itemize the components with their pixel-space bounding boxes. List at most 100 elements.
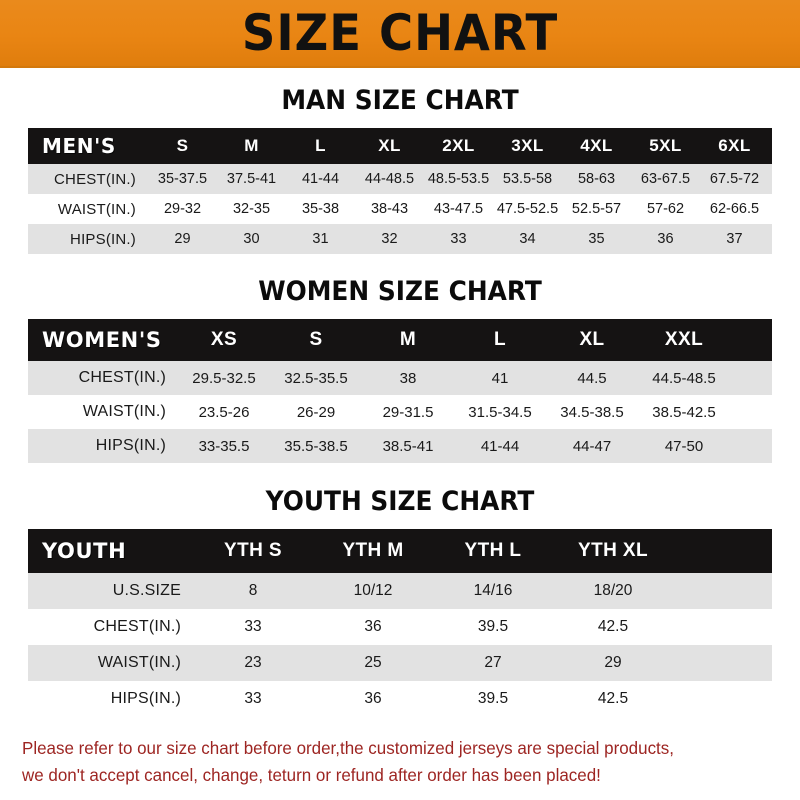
table-cell: 36: [313, 681, 433, 717]
man-size-header-5xl: 5XL: [631, 128, 700, 164]
youth-table-header-row: YOUTH YTH S YTH M YTH L YTH XL: [28, 529, 772, 573]
table-cell: 39.5: [433, 609, 553, 645]
man-size-header-s: S: [148, 128, 217, 164]
women-size-table-wrap: WOMEN'S XS S M L XL XXL CHEST(IN.) 29.5-32.5 32.5…: [28, 319, 772, 463]
youth-size-table-wrap: YOUTH YTH S YTH M YTH L YTH XL U.S.SIZE 8 10/12…: [28, 529, 772, 717]
table-cell: 18/20: [553, 573, 673, 609]
table-cell: 44.5-48.5: [638, 361, 730, 395]
table-cell: 47-50: [638, 429, 730, 463]
table-row: HIPS(IN.) 33-35.5 35.5-38.5 38.5-41 41-44 44-…: [28, 429, 772, 463]
women-size-header-xl: XL: [546, 319, 638, 361]
table-cell-filler: [730, 361, 772, 395]
table-cell: 57-62: [631, 194, 700, 224]
table-cell: 43-47.5: [424, 194, 493, 224]
table-cell: 42.5: [553, 681, 673, 717]
man-size-header-xl: XL: [355, 128, 424, 164]
table-cell-filler: [769, 224, 772, 254]
table-cell: 48.5-53.5: [424, 164, 493, 194]
size-chart-sheet: MAN SIZE CHART MEN'S S M L XL 2XL 3XL 4XL 5XL 6XL…: [0, 85, 800, 789]
table-cell: 23.5-26: [178, 395, 270, 429]
table-cell: 42.5: [553, 609, 673, 645]
table-cell: 14/16: [433, 573, 553, 609]
table-cell: 29: [148, 224, 217, 254]
table-cell: 36: [313, 609, 433, 645]
table-cell: 10/12: [313, 573, 433, 609]
table-cell: 37: [700, 224, 769, 254]
women-row-label: HIPS(IN.): [28, 429, 178, 463]
table-cell-filler: [673, 609, 772, 645]
youth-row-label: HIPS(IN.): [28, 681, 193, 717]
table-cell: 31.5-34.5: [454, 395, 546, 429]
man-size-header-4xl: 4XL: [562, 128, 631, 164]
youth-row-label: WAIST(IN.): [28, 645, 193, 681]
table-cell: 44-48.5: [355, 164, 424, 194]
table-cell: 23: [193, 645, 313, 681]
women-row-label: CHEST(IN.): [28, 361, 178, 395]
table-cell: 30: [217, 224, 286, 254]
table-cell-filler: [730, 429, 772, 463]
man-size-header-l: L: [286, 128, 355, 164]
man-row-label: WAIST(IN.): [28, 194, 148, 224]
table-cell: 38: [362, 361, 454, 395]
women-size-header-l: L: [454, 319, 546, 361]
man-size-header-6xl: 6XL: [700, 128, 769, 164]
table-row: CHEST(IN.) 35-37.5 37.5-41 41-44 44-48.5 48.5…: [28, 164, 772, 194]
table-cell-filler: [769, 164, 772, 194]
order-policy-note-line-1: Please refer to our size chart before or…: [22, 738, 674, 758]
youth-size-table: YOUTH YTH S YTH M YTH L YTH XL U.S.SIZE 8 10/12…: [28, 529, 772, 717]
man-size-table-wrap: MEN'S S M L XL 2XL 3XL 4XL 5XL 6XL CHEST(IN.) 35-37…: [28, 128, 772, 254]
table-cell: 36: [631, 224, 700, 254]
page-title: SIZE CHART: [241, 4, 559, 62]
table-cell: 37.5-41: [217, 164, 286, 194]
table-cell: 32.5-35.5: [270, 361, 362, 395]
table-cell: 29: [553, 645, 673, 681]
women-section-title: WOMEN SIZE CHART: [258, 276, 542, 307]
table-row: HIPS(IN.) 29 30 31 32 33 34 35 36 37: [28, 224, 772, 254]
table-cell: 33: [424, 224, 493, 254]
women-header-filler: [730, 319, 772, 361]
women-table-header-row: WOMEN'S XS S M L XL XXL: [28, 319, 772, 361]
table-cell: 29-31.5: [362, 395, 454, 429]
table-cell: 63-67.5: [631, 164, 700, 194]
table-cell: 27: [433, 645, 553, 681]
table-cell-filler: [673, 645, 772, 681]
women-size-header-s: S: [270, 319, 362, 361]
man-row-label: CHEST(IN.): [28, 164, 148, 194]
youth-section-title: YOUTH SIZE CHART: [265, 486, 535, 517]
table-cell-filler: [673, 573, 772, 609]
youth-header-label: YOUTH: [28, 529, 193, 573]
table-cell-filler: [673, 681, 772, 717]
table-cell: 38.5-41: [362, 429, 454, 463]
order-policy-note-line-2: we don't accept cancel, change, teturn o…: [22, 765, 601, 785]
table-row: U.S.SIZE 8 10/12 14/16 18/20: [28, 573, 772, 609]
table-cell: 33: [193, 681, 313, 717]
table-row: HIPS(IN.) 33 36 39.5 42.5: [28, 681, 772, 717]
youth-size-header-yth-l: YTH L: [433, 529, 553, 573]
table-cell: 31: [286, 224, 355, 254]
table-cell: 33-35.5: [178, 429, 270, 463]
table-cell: 34.5-38.5: [546, 395, 638, 429]
table-cell: 25: [313, 645, 433, 681]
women-row-label: WAIST(IN.): [28, 395, 178, 429]
order-policy-note: Please refer to our size chart before or…: [22, 735, 755, 789]
man-size-header-2xl: 2XL: [424, 128, 493, 164]
table-cell: 35.5-38.5: [270, 429, 362, 463]
women-size-header-m: M: [362, 319, 454, 361]
table-cell: 53.5-58: [493, 164, 562, 194]
youth-row-label: CHEST(IN.): [28, 609, 193, 645]
women-size-header-xxl: XXL: [638, 319, 730, 361]
youth-size-header-yth-s: YTH S: [193, 529, 313, 573]
women-size-table: WOMEN'S XS S M L XL XXL CHEST(IN.) 29.5-32.5 32.5…: [28, 319, 772, 463]
table-cell: 26-29: [270, 395, 362, 429]
table-cell: 58-63: [562, 164, 631, 194]
table-row: WAIST(IN.) 23.5-26 26-29 29-31.5 31.5-34.5 34…: [28, 395, 772, 429]
table-cell: 38.5-42.5: [638, 395, 730, 429]
youth-header-filler: [673, 529, 772, 573]
man-row-label: HIPS(IN.): [28, 224, 148, 254]
table-row: WAIST(IN.) 23 25 27 29: [28, 645, 772, 681]
youth-row-label: U.S.SIZE: [28, 573, 193, 609]
table-cell: 41-44: [454, 429, 546, 463]
table-cell: 8: [193, 573, 313, 609]
table-cell: 44-47: [546, 429, 638, 463]
table-row: WAIST(IN.) 29-32 32-35 35-38 38-43 43-47.5 47.…: [28, 194, 772, 224]
